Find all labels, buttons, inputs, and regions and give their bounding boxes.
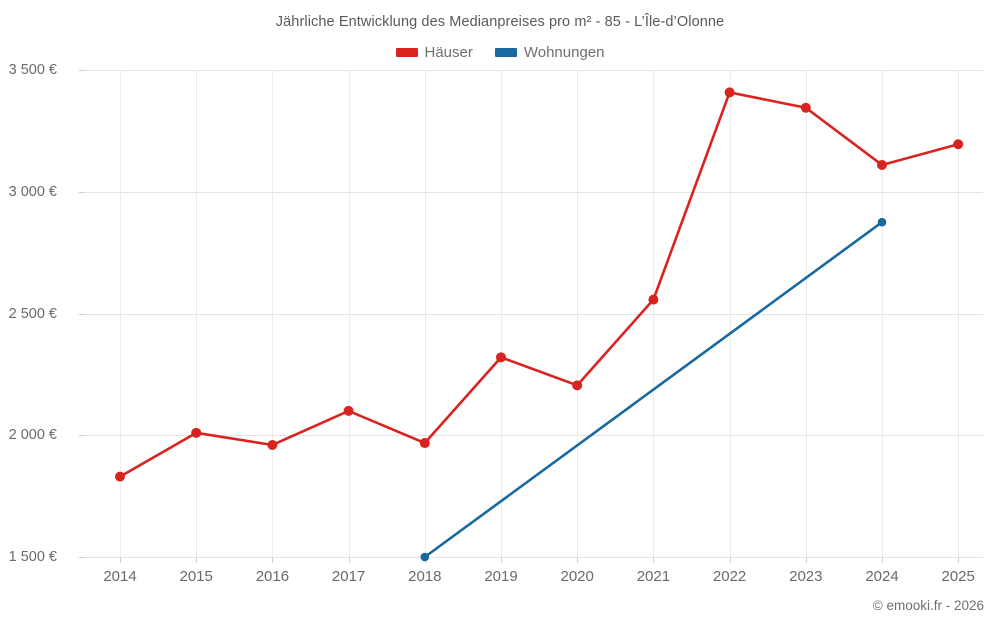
legend-item-wohnungen[interactable]: Wohnungen	[494, 44, 605, 61]
x-tick-label: 2020	[560, 568, 594, 585]
y-tick-label: 3 000 €	[8, 183, 57, 200]
data-point[interactable]	[800, 102, 811, 113]
gridline-vertical	[729, 70, 731, 557]
x-tick-label: 2021	[636, 568, 671, 585]
x-tick-mark	[120, 557, 121, 563]
plot-area: 1 500 € 2 000 € 2 500 € 3 000 € 3 500 € 2014…	[9, 62, 983, 585]
legend-label-wohnungen: Wohnungen	[523, 44, 605, 61]
data-point[interactable]	[572, 380, 583, 391]
gridline-vertical	[120, 70, 121, 557]
gridline-vertical	[348, 70, 350, 557]
x-tick-label: 2018	[408, 568, 442, 585]
data-point[interactable]	[419, 438, 430, 449]
gridline-horizontal	[85, 435, 983, 437]
x-tick-mark	[958, 557, 960, 563]
chart-legend: Häuser Wohnungen	[0, 44, 1000, 61]
series-layer	[115, 87, 964, 562]
data-point[interactable]	[724, 87, 735, 98]
data-point[interactable]	[420, 552, 430, 562]
x-tick-mark	[653, 557, 655, 563]
x-tick-mark	[805, 557, 807, 563]
data-point[interactable]	[496, 352, 506, 363]
x-tick-label: 2014	[103, 568, 137, 585]
data-point[interactable]	[267, 439, 278, 450]
x-tick-label: 2025	[941, 568, 975, 585]
y-tick-label: 2 000 €	[8, 427, 57, 444]
gridline-vertical	[653, 70, 655, 557]
y-tick-label: 3 500 €	[8, 62, 57, 78]
data-point[interactable]	[343, 405, 354, 416]
data-point[interactable]	[191, 427, 202, 438]
footer-credit: © emooki.fr - 2026	[872, 598, 984, 613]
y-tick-mark	[79, 70, 85, 71]
legend-item-hauser[interactable]: Häuser	[395, 44, 473, 61]
legend-label-hauser: Häuser	[424, 44, 473, 61]
x-tick-label: 2017	[331, 568, 366, 585]
gridline-vertical	[577, 70, 579, 557]
y-tick-mark	[79, 557, 85, 558]
gridline-horizontal	[85, 557, 983, 558]
x-tick-label: 2022	[712, 568, 747, 585]
x-tick-label: 2015	[179, 568, 213, 585]
data-point[interactable]	[953, 139, 964, 150]
gridline-vertical	[882, 70, 883, 557]
gridline-vertical	[501, 70, 502, 557]
gridline-vertical	[424, 70, 426, 557]
legend-swatch-wohnungen	[494, 48, 517, 57]
gridline-vertical	[196, 70, 198, 557]
gridline-horizontal	[85, 70, 983, 71]
x-tick-mark	[348, 557, 350, 563]
data-point[interactable]	[877, 217, 887, 227]
x-tick-label: 2019	[484, 568, 518, 585]
x-tick-mark	[501, 557, 502, 563]
series-line-wohnungen	[423, 220, 884, 559]
gridline-vertical	[958, 70, 960, 557]
x-tick-mark	[272, 557, 274, 563]
data-point[interactable]	[115, 471, 125, 482]
gridline-horizontal	[85, 191, 983, 193]
x-tick-mark	[196, 557, 198, 563]
x-tick-label: 2023	[789, 568, 823, 585]
y-tick-label: 1 500 €	[8, 549, 57, 565]
x-tick-mark	[882, 557, 883, 563]
x-tick-mark	[729, 557, 731, 563]
x-tick-mark	[577, 557, 579, 563]
gridline-horizontal	[85, 313, 983, 315]
series-line-häuser	[118, 91, 960, 478]
data-point[interactable]	[877, 159, 887, 170]
legend-swatch-hauser	[395, 48, 418, 57]
x-tick-label: 2016	[255, 568, 290, 585]
y-tick-mark	[79, 435, 85, 437]
y-tick-mark	[79, 191, 85, 193]
x-tick-label: 2024	[865, 568, 899, 585]
data-point[interactable]	[648, 294, 659, 305]
chart-title: Jährliche Entwicklung des Medianpreises …	[275, 14, 725, 30]
y-tick-mark	[79, 313, 85, 315]
gridline-vertical	[805, 70, 807, 557]
y-tick-label: 2 500 €	[8, 305, 57, 322]
gridline-vertical	[272, 70, 274, 557]
